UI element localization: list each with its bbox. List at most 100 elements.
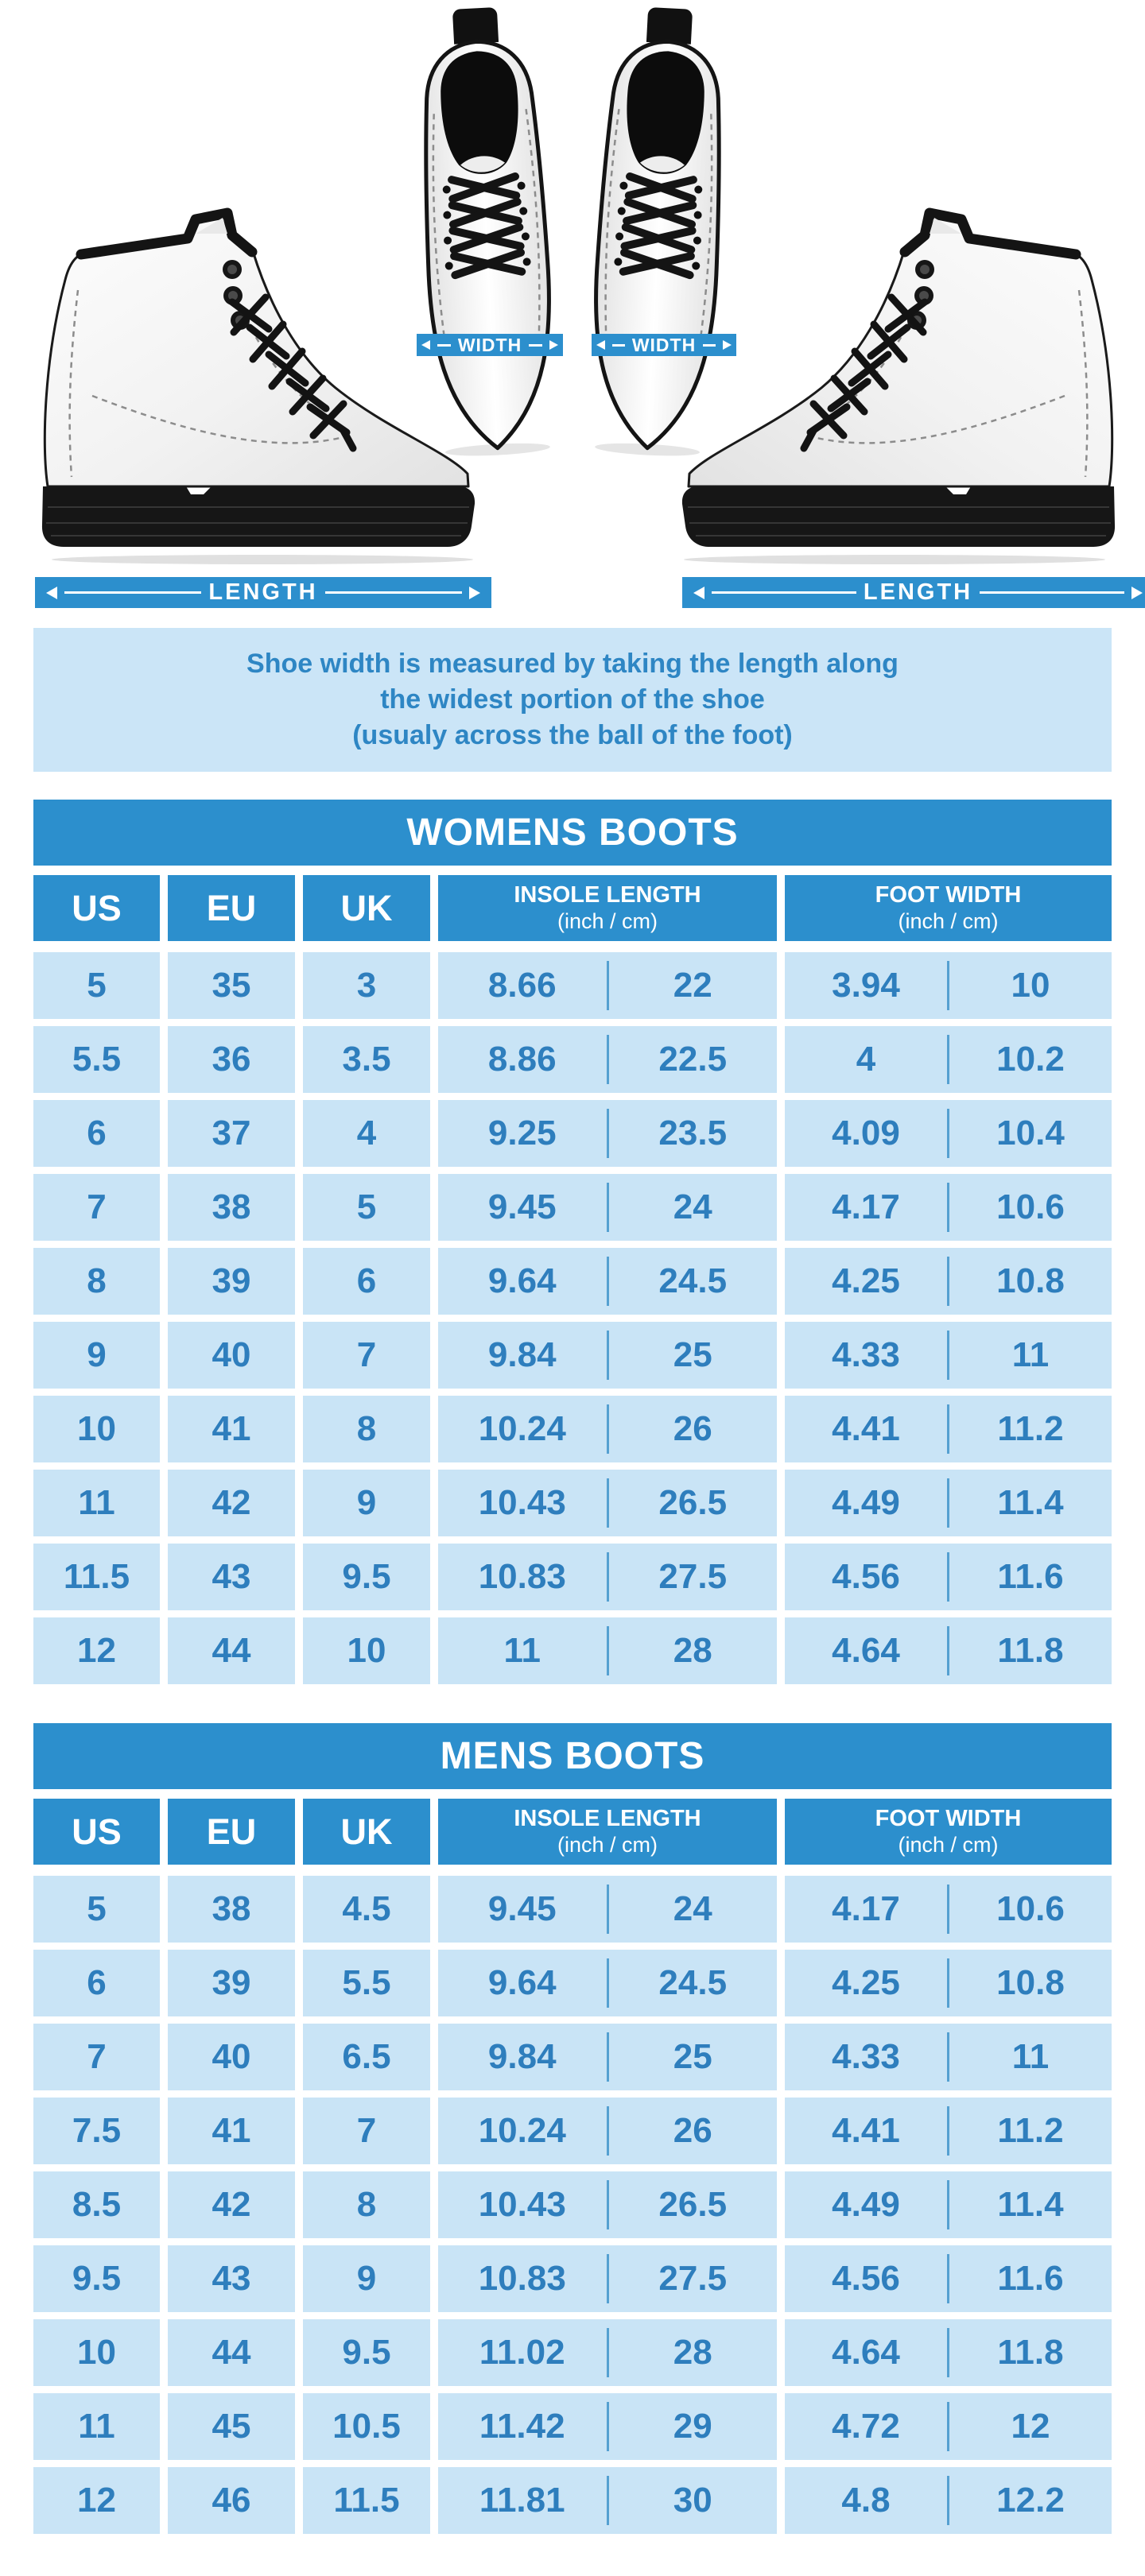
us-size-cell: 8	[33, 1248, 160, 1315]
eu-size-cell: 38	[168, 1876, 295, 1943]
uk-size-cell: 3.5	[303, 1026, 430, 1093]
length-measure-bar-left: LENGTH	[35, 577, 491, 608]
foot-width-cell: 4.49 11.4	[785, 1470, 1112, 1536]
inch-cm-divider	[606, 2032, 609, 2082]
us-size-cell: 7.5	[33, 2098, 160, 2164]
table-row: 6 37 4 9.25 23.5 4.09 10.4	[33, 1100, 1112, 1167]
foot-width-cell: 4.49 11.4	[785, 2171, 1112, 2238]
uk-size-cell: 10.5	[303, 2393, 430, 2460]
cm-value: 10.8	[996, 1963, 1065, 2002]
uk-column-header: UK	[303, 875, 430, 941]
mens-table-title: MENS BOOTS	[33, 1723, 1112, 1789]
foot-width-cell: 4.56 11.6	[785, 2245, 1112, 2312]
inch-value: 4.72	[832, 2407, 900, 2446]
insole-length-cell: 10.83 27.5	[438, 1544, 777, 1610]
inch-cm-divider	[606, 1035, 609, 1084]
foot-width-cell: 3.94 10	[785, 952, 1112, 1019]
foot-width-cell: 4 10.2	[785, 1026, 1112, 1093]
us-size-cell: 9	[33, 1322, 160, 1389]
cm-value: 30	[673, 2481, 712, 2520]
inch-cm-divider	[947, 1404, 949, 1454]
insole-length-units: (inch / cm)	[557, 908, 658, 933]
inch-value: 4.64	[832, 1631, 900, 1670]
table-row: 8 39 6 9.64 24.5 4.25 10.8	[33, 1248, 1112, 1315]
uk-size-cell: 6.5	[303, 2024, 430, 2090]
uk-size-cell: 7	[303, 2098, 430, 2164]
inch-value: 9.25	[487, 1114, 557, 1152]
note-line-1: Shoe width is measured by taking the len…	[246, 649, 899, 680]
uk-size-cell: 5.5	[303, 1950, 430, 2016]
arrow-line	[324, 591, 462, 594]
insole-length-cell: 9.45 24	[438, 1174, 777, 1241]
us-size-cell: 12	[33, 1617, 160, 1684]
inch-value: 4.33	[832, 1335, 900, 1374]
uk-size-cell: 8	[303, 2171, 430, 2238]
side-boot-right-image	[672, 207, 1125, 564]
insole-length-cell: 9.84 25	[438, 2024, 777, 2090]
us-size-cell: 11	[33, 1470, 160, 1536]
width-measure-band-right: WIDTH	[592, 334, 736, 356]
inch-value: 4.56	[832, 2259, 900, 2298]
uk-size-cell: 11.5	[303, 2467, 430, 2534]
uk-size-cell: 9.5	[303, 1544, 430, 1610]
arrow-right-icon	[1131, 586, 1143, 599]
table-row: 7 40 6.5 9.84 25 4.33 11	[33, 2024, 1112, 2090]
table-row: 12 44 10 11 28 4.64 11.8	[33, 1617, 1112, 1684]
us-size-cell: 6	[33, 1950, 160, 2016]
inch-value: 10.43	[478, 1483, 566, 1522]
womens-table-title: WOMENS BOOTS	[33, 800, 1112, 866]
arrow-line	[703, 343, 716, 347]
cm-value: 24	[673, 1889, 712, 1928]
insole-length-units: (inch / cm)	[557, 1832, 658, 1857]
top-view-boots-image	[413, 0, 732, 461]
inch-value: 11.81	[479, 2481, 565, 2520]
eu-size-cell: 36	[168, 1026, 295, 1093]
eu-size-cell: 45	[168, 2393, 295, 2460]
cm-value: 24.5	[658, 1963, 728, 2002]
inch-cm-divider	[606, 1404, 609, 1454]
table-row: 5 35 3 8.66 22 3.94 10	[33, 952, 1112, 1019]
us-size-cell: 7	[33, 1174, 160, 1241]
length-measure-bar-right: LENGTH	[682, 577, 1145, 608]
foot-width-cell: 4.33 11	[785, 1322, 1112, 1389]
eu-size-cell: 35	[168, 952, 295, 1019]
inch-cm-divider	[947, 2032, 949, 2082]
cm-value: 11	[1011, 2037, 1050, 2076]
eu-column-header: EU	[168, 1799, 295, 1865]
inch-cm-divider	[947, 1257, 949, 1306]
cm-value: 10.6	[996, 1187, 1065, 1226]
inch-value: 4	[856, 1040, 876, 1079]
inch-cm-divider	[606, 1958, 609, 2008]
foot-width-cell: 4.09 10.4	[785, 1100, 1112, 1167]
eu-size-cell: 43	[168, 1544, 295, 1610]
foot-width-cell: 4.41 11.2	[785, 2098, 1112, 2164]
arrow-line	[529, 343, 542, 347]
table-row: 11 45 10.5 11.42 29 4.72 12	[33, 2393, 1112, 2460]
cm-value: 10	[1011, 966, 1050, 1005]
inch-cm-divider	[947, 1035, 949, 1084]
cm-value: 10.4	[996, 1114, 1065, 1152]
mens-boots-table: MENS BOOTS US EU UK INSOLE LENGTH (inch …	[33, 1723, 1112, 2534]
arrow-right-icon	[723, 340, 732, 350]
insole-length-cell: 8.86 22.5	[438, 1026, 777, 1093]
foot-width-cell: 4.25 10.8	[785, 1950, 1112, 2016]
insole-length-cell: 9.25 23.5	[438, 1100, 777, 1167]
table-row: 9 40 7 9.84 25 4.33 11	[33, 1322, 1112, 1389]
table-row: 5 38 4.5 9.45 24 4.17 10.6	[33, 1876, 1112, 1943]
insole-length-cell: 10.43 26.5	[438, 1470, 777, 1536]
cm-value: 11.4	[997, 1483, 1064, 1522]
foot-width-cell: 4.25 10.8	[785, 1248, 1112, 1315]
inch-cm-divider	[947, 1331, 949, 1380]
inch-value: 8.86	[487, 1040, 557, 1079]
inch-value: 11.02	[479, 2333, 565, 2372]
uk-column-header: UK	[303, 1799, 430, 1865]
insole-length-cell: 10.83 27.5	[438, 2245, 777, 2312]
inch-cm-divider	[606, 2180, 609, 2229]
inch-value: 4.17	[832, 1187, 900, 1226]
us-size-cell: 7	[33, 2024, 160, 2090]
uk-size-cell: 4	[303, 1100, 430, 1167]
inch-value: 9.84	[487, 1335, 557, 1374]
us-size-cell: 10	[33, 1396, 160, 1462]
foot-width-cell: 4.33 11	[785, 2024, 1112, 2090]
